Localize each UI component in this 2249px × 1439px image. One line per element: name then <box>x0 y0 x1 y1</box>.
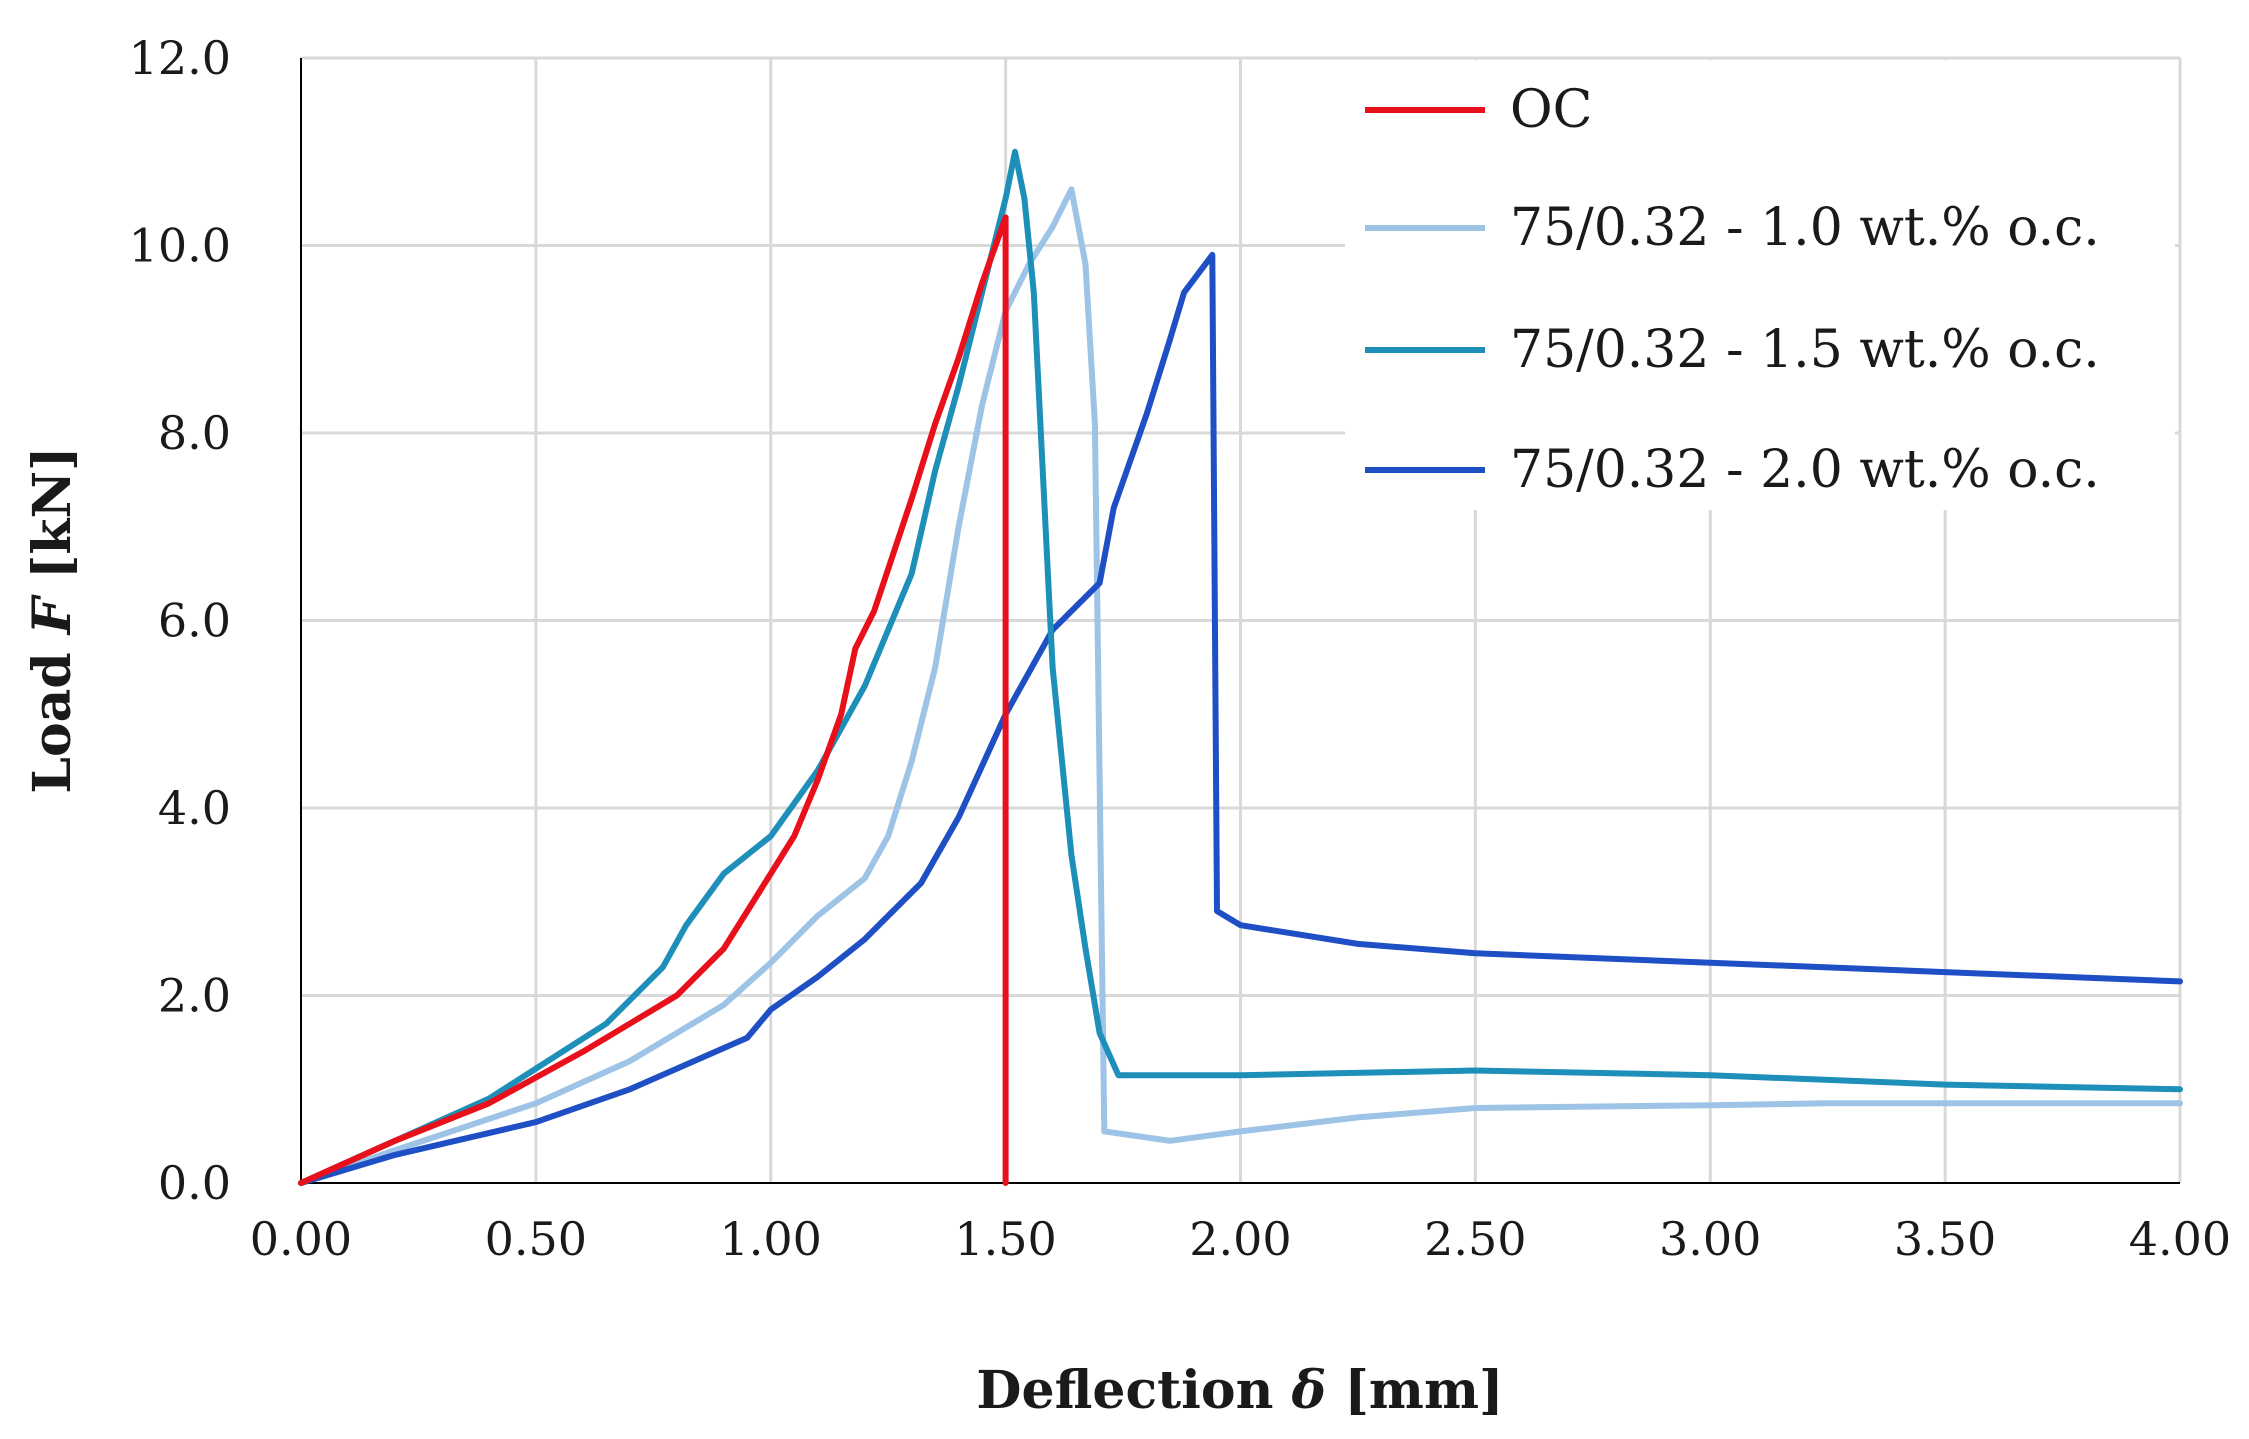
y-tick-label: 4.0 <box>158 781 231 835</box>
axes <box>300 58 2180 1184</box>
legend-entry-2-0: 75/0.32 - 2.0 wt.% o.c. <box>1365 440 2100 500</box>
x-tick-label: 3.50 <box>1894 1212 1996 1266</box>
x-tick-label: 4.00 <box>2129 1212 2231 1266</box>
y-tick-label: 8.0 <box>158 406 231 460</box>
series-line-3 <box>298 251 2183 1186</box>
x-tick-label: 2.50 <box>1424 1212 1526 1266</box>
legend-label-oc: OC <box>1510 80 1592 140</box>
legend-entry-1-5: 75/0.32 - 1.5 wt.% o.c. <box>1365 320 2100 380</box>
series-line-2 <box>298 148 2183 1186</box>
x-tick-label: 1.00 <box>720 1212 822 1266</box>
y-tick-label: 12.0 <box>129 31 231 85</box>
series-line-1 <box>298 186 2183 1186</box>
x-tick-label: 0.00 <box>250 1212 352 1266</box>
series-line-0 <box>298 214 1009 1186</box>
x-axis-title: Deflection δ [mm] <box>976 1360 1503 1421</box>
legend-entry-oc: OC <box>1365 80 1592 140</box>
legend-background <box>1345 60 2175 510</box>
y-tick-label: 2.0 <box>158 969 231 1023</box>
y-axis-title: Load F [kN] <box>22 446 83 793</box>
x-tick-label: 1.50 <box>954 1212 1056 1266</box>
x-tick-label: 2.00 <box>1189 1212 1291 1266</box>
y-tick-label: 10.0 <box>129 219 231 273</box>
legend-entry-1-0: 75/0.32 - 1.0 wt.% o.c. <box>1365 198 2100 258</box>
legend: OC 75/0.32 - 1.0 wt.% o.c. 75/0.32 - 1.5… <box>1345 60 2175 510</box>
tick-labels: 0.00 0.50 1.00 1.50 2.00 2.50 3.00 3.50 4.00 0.0 2… <box>129 31 2232 1266</box>
y-tick-label: 0.0 <box>158 1156 231 1210</box>
y-tick-label: 6.0 <box>158 594 231 648</box>
legend-label-1-5: 75/0.32 - 1.5 wt.% o.c. <box>1510 320 2100 380</box>
legend-label-1-0: 75/0.32 - 1.0 wt.% o.c. <box>1510 198 2100 258</box>
series-lines <box>298 148 2183 1186</box>
x-tick-label: 3.00 <box>1659 1212 1761 1266</box>
x-tick-label: 0.50 <box>485 1212 587 1266</box>
legend-label-2-0: 75/0.32 - 2.0 wt.% o.c. <box>1510 440 2100 500</box>
